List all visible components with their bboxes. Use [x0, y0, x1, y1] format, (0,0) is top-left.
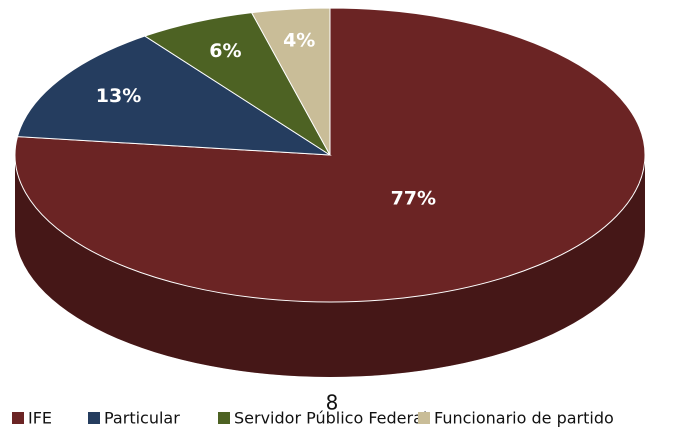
pie-slice: [16, 35, 332, 156]
pie-slice-side: [15, 155, 645, 377]
legend-label: IFE: [28, 409, 52, 428]
legend-swatch: [218, 412, 230, 424]
legend-label: Funcionario de partido: [434, 409, 614, 428]
pie-slice: [143, 12, 331, 156]
legend-swatch: [88, 412, 100, 424]
pie-slice-shade: [15, 155, 645, 377]
data-label: 13%: [96, 85, 141, 107]
legend-label: Servidor Público Federal: [234, 409, 427, 428]
legend-swatch: [12, 412, 24, 424]
legend-swatch: [418, 412, 430, 424]
page-number: 8: [326, 391, 339, 415]
legend-label: Particular: [104, 409, 180, 428]
data-label: 77%: [391, 188, 436, 210]
pie-slice: [250, 7, 331, 156]
data-label: 4%: [283, 30, 315, 52]
data-label: 6%: [209, 40, 241, 62]
